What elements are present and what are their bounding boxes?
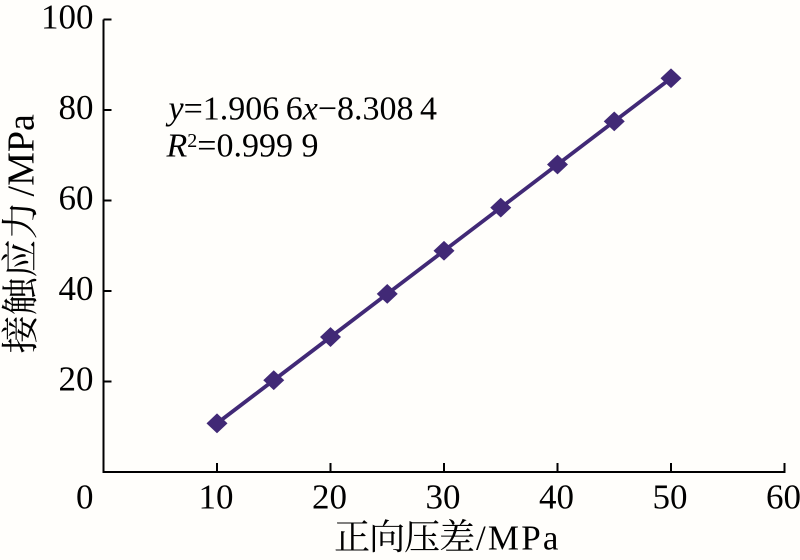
svg-text:10: 10 — [199, 478, 234, 517]
svg-text:0: 0 — [76, 478, 94, 517]
svg-text:60: 60 — [59, 179, 94, 218]
svg-text:80: 80 — [59, 88, 94, 127]
svg-text:40: 40 — [59, 269, 94, 308]
svg-text:R2=0.999 9: R2=0.999 9 — [166, 127, 319, 164]
svg-text:/MPa: /MPa — [1, 114, 43, 196]
svg-text:20: 20 — [312, 478, 347, 517]
svg-text:/MPa: /MPa — [476, 519, 561, 558]
svg-text:30: 30 — [426, 478, 461, 517]
svg-text:y=1.906 6x−8.308 4: y=1.906 6x−8.308 4 — [166, 90, 438, 127]
svg-text:40: 40 — [539, 478, 574, 517]
svg-text:100: 100 — [41, 0, 94, 37]
svg-text:60: 60 — [766, 478, 800, 517]
svg-text:50: 50 — [653, 478, 688, 517]
svg-text:20: 20 — [59, 360, 94, 399]
